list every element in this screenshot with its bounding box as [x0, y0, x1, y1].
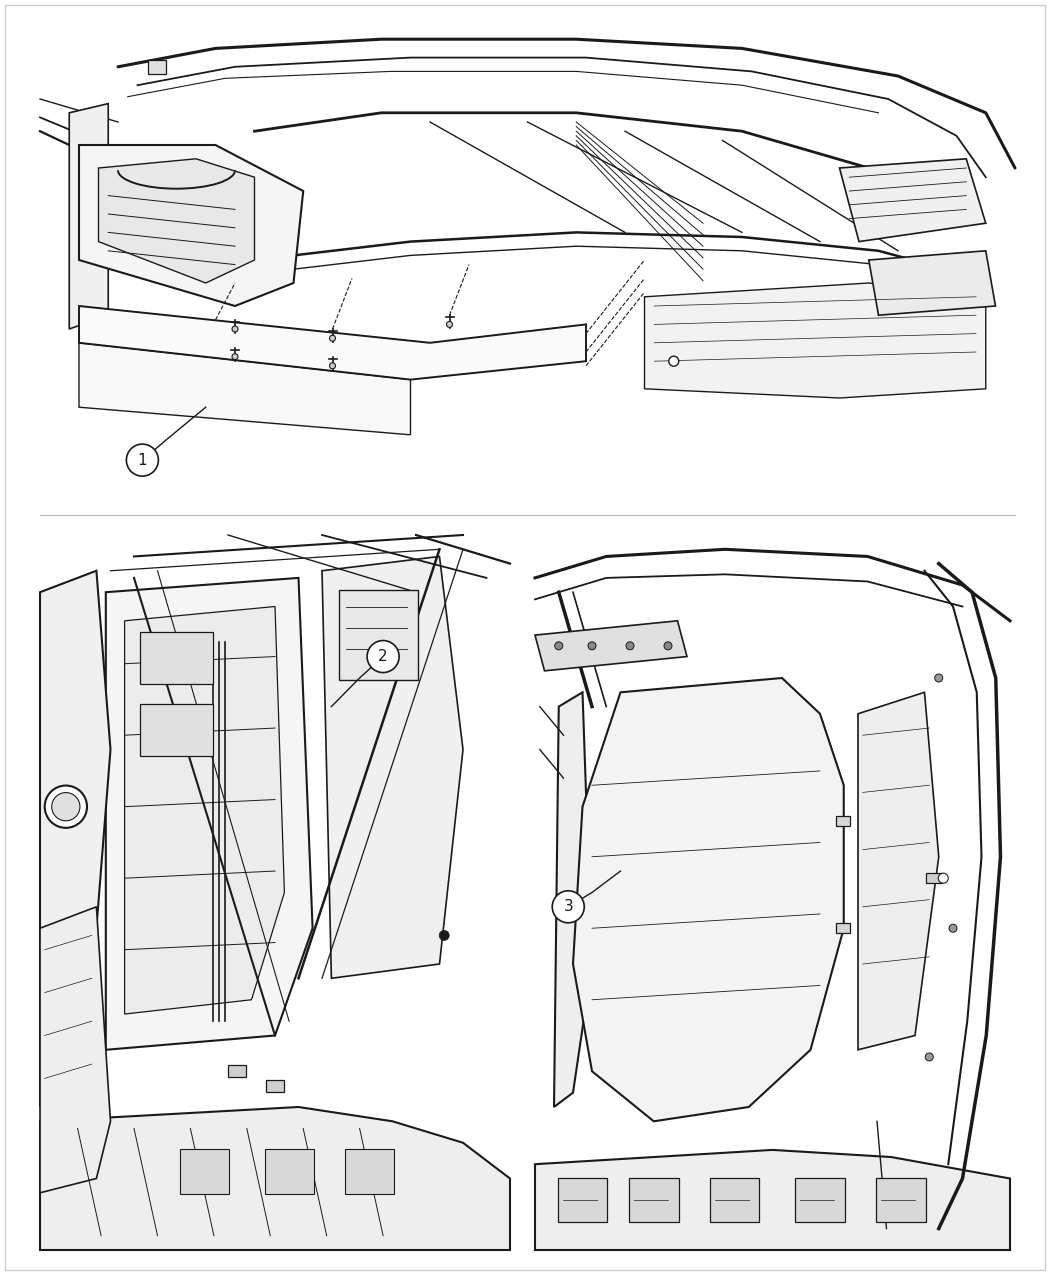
- Polygon shape: [840, 159, 986, 241]
- Text: 3: 3: [564, 899, 573, 914]
- Polygon shape: [573, 678, 844, 1121]
- Circle shape: [439, 931, 449, 941]
- Circle shape: [925, 1053, 933, 1061]
- Circle shape: [626, 641, 634, 650]
- Circle shape: [934, 674, 943, 682]
- FancyBboxPatch shape: [265, 1149, 314, 1193]
- Circle shape: [588, 641, 596, 650]
- FancyBboxPatch shape: [926, 873, 942, 884]
- Text: 2: 2: [378, 649, 387, 664]
- FancyBboxPatch shape: [876, 1178, 925, 1223]
- FancyBboxPatch shape: [180, 1149, 229, 1193]
- FancyBboxPatch shape: [836, 816, 851, 826]
- FancyBboxPatch shape: [710, 1178, 759, 1223]
- Polygon shape: [536, 1150, 1010, 1250]
- Circle shape: [552, 891, 584, 923]
- Circle shape: [45, 785, 87, 827]
- FancyBboxPatch shape: [344, 1149, 394, 1193]
- Circle shape: [368, 640, 399, 672]
- Circle shape: [330, 335, 336, 342]
- Polygon shape: [69, 103, 108, 329]
- FancyBboxPatch shape: [141, 632, 213, 685]
- Polygon shape: [645, 283, 986, 398]
- Circle shape: [664, 641, 672, 650]
- Polygon shape: [79, 343, 411, 435]
- Polygon shape: [79, 145, 303, 306]
- FancyBboxPatch shape: [558, 1178, 607, 1223]
- Polygon shape: [106, 578, 313, 1049]
- FancyBboxPatch shape: [629, 1178, 678, 1223]
- Circle shape: [51, 793, 80, 821]
- Circle shape: [232, 326, 238, 332]
- Polygon shape: [99, 159, 254, 283]
- Polygon shape: [125, 607, 285, 1014]
- FancyBboxPatch shape: [339, 590, 418, 680]
- Polygon shape: [40, 1107, 510, 1250]
- Bar: [40, 31, 1015, 490]
- Polygon shape: [40, 571, 110, 1107]
- Polygon shape: [858, 692, 939, 1049]
- FancyBboxPatch shape: [141, 704, 213, 756]
- Polygon shape: [40, 907, 110, 1193]
- Circle shape: [939, 873, 948, 884]
- Circle shape: [949, 924, 957, 932]
- FancyBboxPatch shape: [795, 1178, 845, 1223]
- Polygon shape: [322, 556, 463, 978]
- Circle shape: [446, 321, 453, 328]
- Bar: [40, 536, 510, 1250]
- Circle shape: [554, 641, 563, 650]
- Circle shape: [669, 356, 678, 366]
- Circle shape: [232, 353, 238, 360]
- FancyBboxPatch shape: [266, 1080, 284, 1091]
- Polygon shape: [868, 251, 995, 315]
- Circle shape: [126, 444, 159, 476]
- Polygon shape: [79, 306, 586, 380]
- Text: 1: 1: [138, 453, 147, 468]
- Polygon shape: [536, 621, 687, 671]
- Polygon shape: [554, 692, 592, 1107]
- Bar: [536, 536, 1010, 1250]
- Circle shape: [330, 363, 336, 368]
- FancyBboxPatch shape: [836, 923, 851, 933]
- FancyBboxPatch shape: [148, 60, 166, 74]
- FancyBboxPatch shape: [229, 1065, 247, 1077]
